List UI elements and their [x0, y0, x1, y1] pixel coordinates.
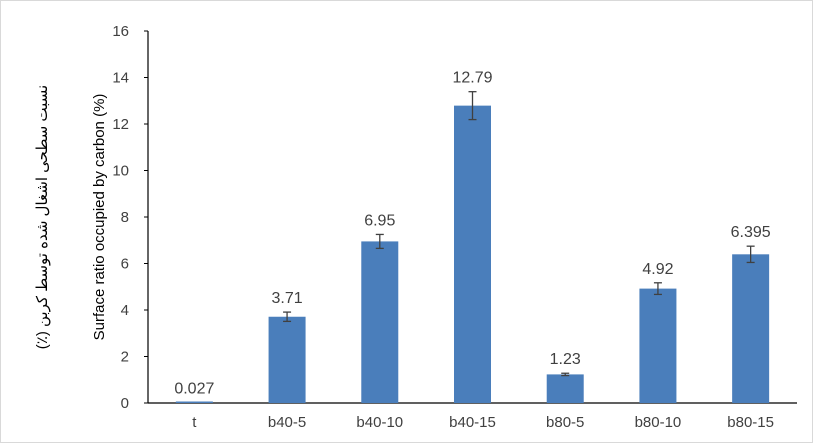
- data-label: 3.71: [272, 290, 303, 307]
- bar: [268, 316, 306, 403]
- bar: [361, 241, 399, 403]
- data-label: 6.395: [731, 224, 771, 241]
- y-tick-label: 8: [121, 209, 129, 226]
- y-tick-label: 4: [121, 302, 129, 319]
- bars: [175, 105, 770, 403]
- y-tick-label: 14: [112, 70, 129, 87]
- bar: [732, 254, 770, 403]
- data-label: 12.79: [452, 70, 492, 87]
- x-tick-label: b80-15: [727, 414, 774, 431]
- x-tick-label: b40-15: [449, 414, 496, 431]
- x-tick-label: b40-5: [268, 414, 306, 431]
- y-tick-label: 10: [112, 163, 129, 180]
- data-label: 6.95: [364, 212, 395, 229]
- y-axis-ticks: 0 2 4 6 8 10 12 14 16: [112, 23, 148, 412]
- data-label: 0.027: [174, 380, 214, 397]
- bar: [175, 401, 213, 403]
- bar: [546, 374, 584, 403]
- data-label: 1.23: [550, 351, 581, 368]
- x-axis-ticks: t b40-5 b40-10 b40-15 b80-5 b80-10 b80-15: [192, 414, 774, 431]
- x-tick-label: t: [192, 414, 197, 431]
- x-tick-label: b40-10: [356, 414, 403, 431]
- bar: [639, 288, 677, 403]
- x-tick-label: b80-10: [635, 414, 682, 431]
- data-labels: 0.027 3.71 6.95 12.79 1.23 4.92 6.395: [174, 70, 770, 398]
- error-bars: [283, 91, 755, 377]
- y-axis-title: Surface ratio occupied by carbon (%): [91, 94, 108, 341]
- y-tick-label: 12: [112, 116, 129, 133]
- y-tick-label: 2: [121, 349, 129, 366]
- x-tick-label: b80-5: [546, 414, 584, 431]
- y-axis-title-persian: نسبت سطحی اشغال شده توسط کربن (٪): [34, 85, 51, 349]
- y-tick-label: 0: [121, 395, 129, 412]
- data-label: 4.92: [642, 261, 673, 278]
- y-tick-label: 16: [112, 23, 129, 40]
- y-tick-label: 6: [121, 256, 129, 273]
- bar: [454, 105, 491, 403]
